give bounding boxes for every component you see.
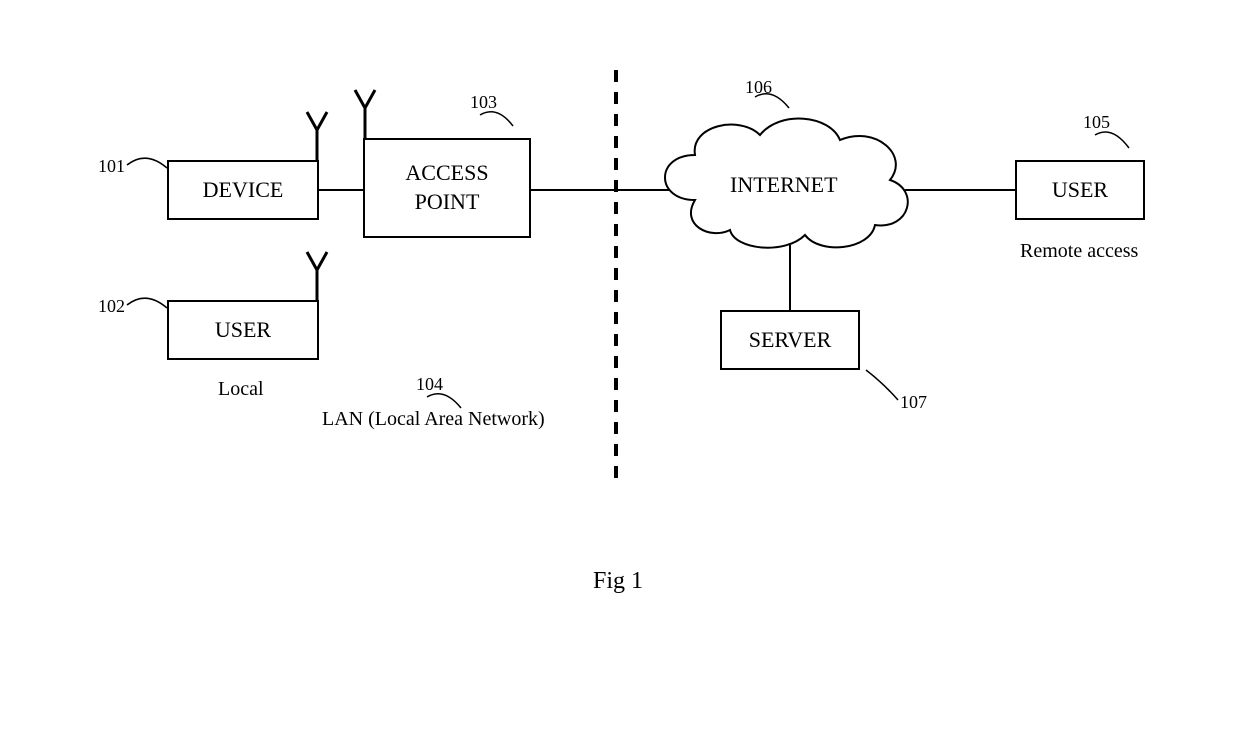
ref-106: 106 [745, 77, 772, 98]
device-label: DEVICE [203, 177, 284, 203]
user-remote-box: USER [1015, 160, 1145, 220]
diagram-stage: DEVICE ACCESS POINT USER USER SERVER INT… [0, 0, 1240, 737]
access-point-label: ACCESS POINT [405, 159, 488, 216]
ref-105: 105 [1083, 112, 1110, 133]
user-local-label: USER [215, 317, 271, 343]
svg-layer [0, 0, 1240, 737]
user-remote-label: USER [1052, 177, 1108, 203]
device-box: DEVICE [167, 160, 319, 220]
ref-103: 103 [470, 92, 497, 113]
ref-101: 101 [98, 156, 125, 177]
ref-104: 104 [416, 374, 443, 395]
internet-label: INTERNET [730, 172, 838, 198]
user-local-box: USER [167, 300, 319, 360]
access-point-box: ACCESS POINT [363, 138, 531, 238]
figure-caption: Fig 1 [593, 568, 643, 595]
ref-107: 107 [900, 392, 927, 413]
server-box: SERVER [720, 310, 860, 370]
ref-102: 102 [98, 296, 125, 317]
local-text: Local [218, 378, 264, 401]
server-label: SERVER [749, 327, 832, 353]
remote-text: Remote access [1020, 240, 1138, 263]
lan-text: LAN (Local Area Network) [322, 408, 545, 431]
